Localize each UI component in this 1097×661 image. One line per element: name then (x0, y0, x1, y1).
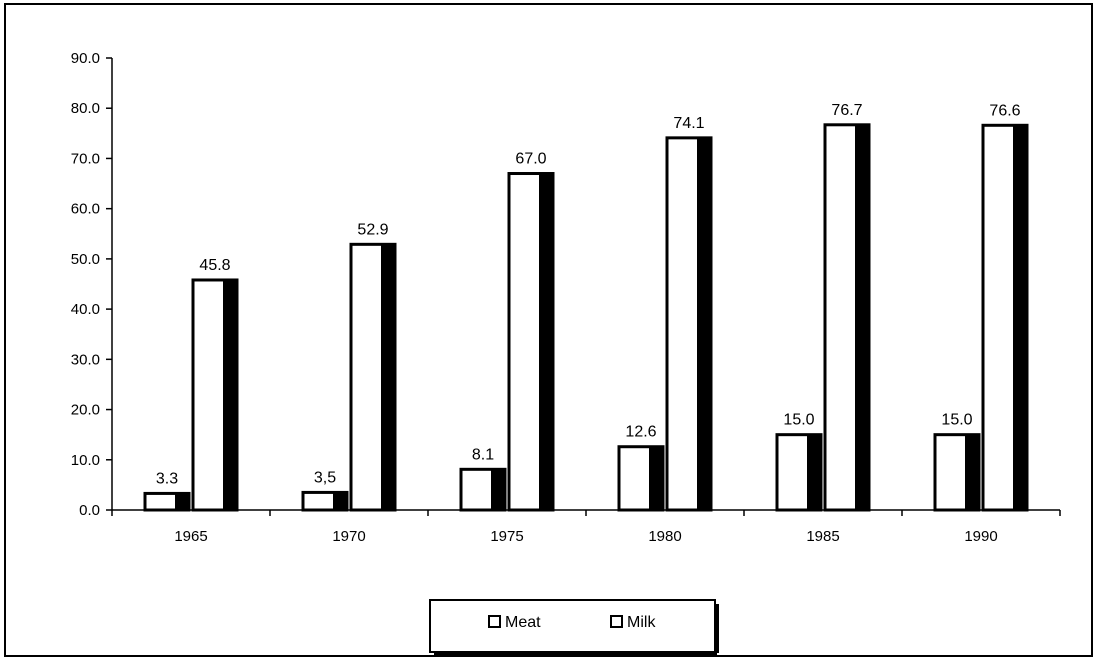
bar-milk (191, 278, 239, 512)
bar-shadow (333, 492, 347, 510)
legend-swatch-meat (488, 615, 501, 628)
bar-milk (507, 172, 555, 512)
bar-shadow (491, 469, 505, 510)
bar-milk (665, 136, 713, 512)
data-label: 76.6 (989, 102, 1020, 119)
y-tick-label: 70.0 (71, 150, 100, 167)
x-tick-label: 1965 (174, 528, 207, 545)
bar-milk (349, 242, 397, 512)
bar-shadow (965, 434, 979, 510)
bar-meat (143, 491, 191, 512)
data-label: 52.9 (357, 221, 388, 238)
data-label: 67.0 (515, 151, 546, 168)
data-label: 12.6 (625, 424, 656, 441)
x-tick-label: 1980 (648, 528, 681, 545)
legend-label-meat: Meat (505, 614, 541, 631)
y-tick-label: 60.0 (71, 201, 100, 218)
legend: Meat Milk (429, 599, 719, 655)
bar-meat (933, 433, 981, 512)
legend-box (429, 599, 716, 653)
bar-shadow (1013, 125, 1027, 510)
bar-shadow (855, 124, 869, 510)
data-label: 3,5 (314, 469, 336, 486)
bar-milk (823, 123, 871, 512)
bar-shadow (175, 493, 189, 510)
bar-milk (981, 123, 1029, 512)
x-tick-label: 1975 (490, 528, 523, 545)
bar-shadow (807, 434, 821, 510)
bar-meat (459, 467, 507, 512)
y-tick-label: 80.0 (71, 100, 100, 117)
bar-meat (775, 433, 823, 512)
data-label: 15.0 (783, 412, 814, 429)
bars (143, 123, 1029, 512)
x-tick-label: 1970 (332, 528, 365, 545)
x-axis: 1965 1970 1975 1980 1985 1990 (111, 509, 1061, 545)
bar-shadow (649, 446, 663, 510)
bar-meat (617, 445, 665, 512)
data-labels: 3.3 3,5 8.1 12.6 15.0 15.0 45.8 52.9 67.0 74.1 76.… (156, 102, 1021, 488)
data-label: 8.1 (472, 446, 494, 463)
y-tick-label: 90.0 (71, 50, 100, 67)
legend-swatch-milk (610, 615, 623, 628)
data-label: 74.1 (673, 115, 704, 132)
y-tick-label: 0.0 (79, 502, 100, 519)
bar-meat (301, 490, 349, 512)
data-label: 76.7 (831, 102, 862, 119)
data-label: 3.3 (156, 470, 178, 487)
data-label: 45.8 (199, 257, 230, 274)
y-axis: 0.0 10.0 20.0 30.0 40.0 50.0 60.0 70.0 80.0 90.0 (71, 50, 113, 519)
bar-shadow (697, 137, 711, 510)
bar-shadow (223, 279, 237, 510)
x-tick-label: 1985 (806, 528, 839, 545)
y-tick-label: 50.0 (71, 251, 100, 268)
y-tick-label: 30.0 (71, 351, 100, 368)
y-tick-label: 10.0 (71, 452, 100, 469)
x-tick-label: 1990 (964, 528, 997, 545)
y-tick-label: 20.0 (71, 402, 100, 419)
bar-shadow (381, 244, 395, 510)
legend-label-milk: Milk (627, 614, 656, 631)
bar-shadow (539, 173, 553, 510)
y-tick-label: 40.0 (71, 301, 100, 318)
data-label: 15.0 (941, 412, 972, 429)
